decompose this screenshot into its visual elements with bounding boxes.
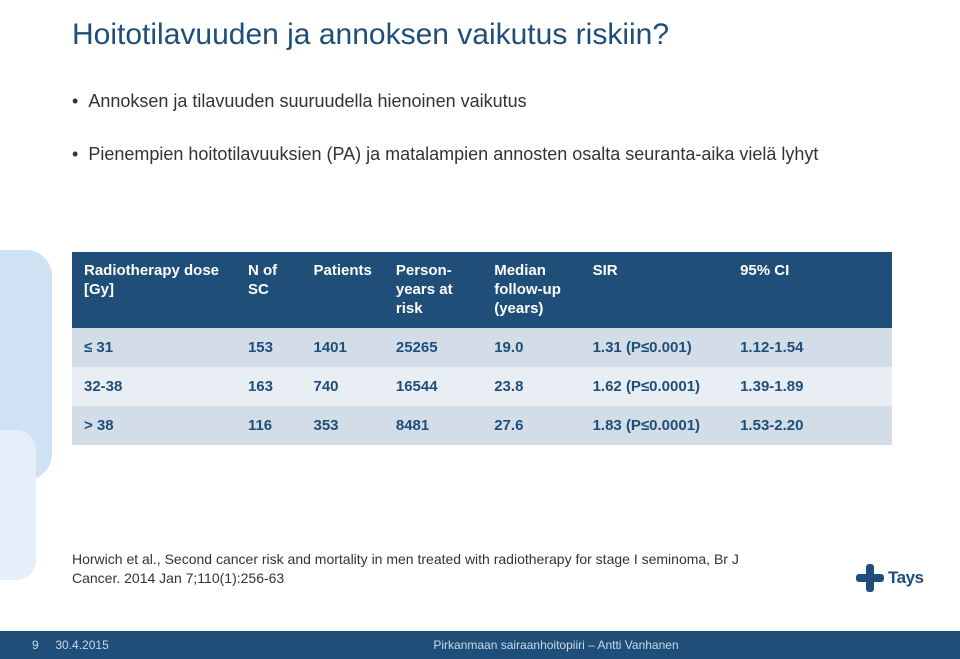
logo-text: Tays (888, 568, 924, 588)
table-header-cell: Person-years at risk (384, 252, 482, 328)
table-cell: 163 (236, 367, 302, 406)
footer-date: 30.4.2015 (55, 638, 108, 652)
table-row: > 38116353848127.61.83 (P≤0.0001)1.53-2.… (72, 406, 892, 445)
table-header-cell: N of SC (236, 252, 302, 328)
table-cell: 1.39-1.89 (728, 367, 892, 406)
table-header-cell: Radiotherapy dose [Gy] (72, 252, 236, 328)
page-title: Hoitotilavuuden ja annoksen vaikutus ris… (72, 18, 669, 52)
table-cell: 32-38 (72, 367, 236, 406)
table-cell: 1401 (302, 328, 384, 367)
table-cell: 27.6 (482, 406, 580, 445)
bullet-item: Pienempien hoitotilavuuksien (PA) ja mat… (72, 139, 818, 170)
tays-logo: Tays (856, 555, 932, 601)
table-cell: 740 (302, 367, 384, 406)
data-table: Radiotherapy dose [Gy]N of SCPatientsPer… (72, 252, 892, 445)
table-cell: 25265 (384, 328, 482, 367)
table-cell: 1.31 (P≤0.001) (581, 328, 729, 367)
table-cell: > 38 (72, 406, 236, 445)
table-cell: 116 (236, 406, 302, 445)
citation-text: Horwich et al., Second cancer risk and m… (72, 550, 772, 589)
table-cell: 23.8 (482, 367, 580, 406)
table-body: ≤ 3115314012526519.01.31 (P≤0.001)1.12-1… (72, 328, 892, 445)
table-cell: 1.62 (P≤0.0001) (581, 367, 729, 406)
page-number: 9 (32, 638, 39, 652)
table-cell: 1.12-1.54 (728, 328, 892, 367)
table-header-cell: Patients (302, 252, 384, 328)
table-cell: 353 (302, 406, 384, 445)
footer-center: Pirkanmaan sairaanhoitopiiri – Antti Van… (152, 638, 960, 652)
table-cell: 1.83 (P≤0.0001) (581, 406, 729, 445)
cross-icon (856, 564, 884, 592)
table-row: 32-381637401654423.81.62 (P≤0.0001)1.39-… (72, 367, 892, 406)
bullet-item: Annoksen ja tilavuuden suuruudella hieno… (72, 86, 818, 117)
table-cell: 16544 (384, 367, 482, 406)
table-header-cell: Median follow-up (years) (482, 252, 580, 328)
table-header-cell: SIR (581, 252, 729, 328)
table-cell: 1.53-2.20 (728, 406, 892, 445)
table-cell: 19.0 (482, 328, 580, 367)
data-table-container: Radiotherapy dose [Gy]N of SCPatientsPer… (72, 252, 892, 445)
footer-left: 9 30.4.2015 (0, 638, 152, 652)
table-header-row: Radiotherapy dose [Gy]N of SCPatientsPer… (72, 252, 892, 328)
table-row: ≤ 3115314012526519.01.31 (P≤0.001)1.12-1… (72, 328, 892, 367)
bullet-list: Annoksen ja tilavuuden suuruudella hieno… (72, 86, 818, 191)
decorative-accent-small (0, 430, 36, 580)
table-cell: 153 (236, 328, 302, 367)
table-cell: ≤ 31 (72, 328, 236, 367)
table-header-cell: 95% CI (728, 252, 892, 328)
table-cell: 8481 (384, 406, 482, 445)
footer-bar: 9 30.4.2015 Pirkanmaan sairaanhoitopiiri… (0, 631, 960, 659)
